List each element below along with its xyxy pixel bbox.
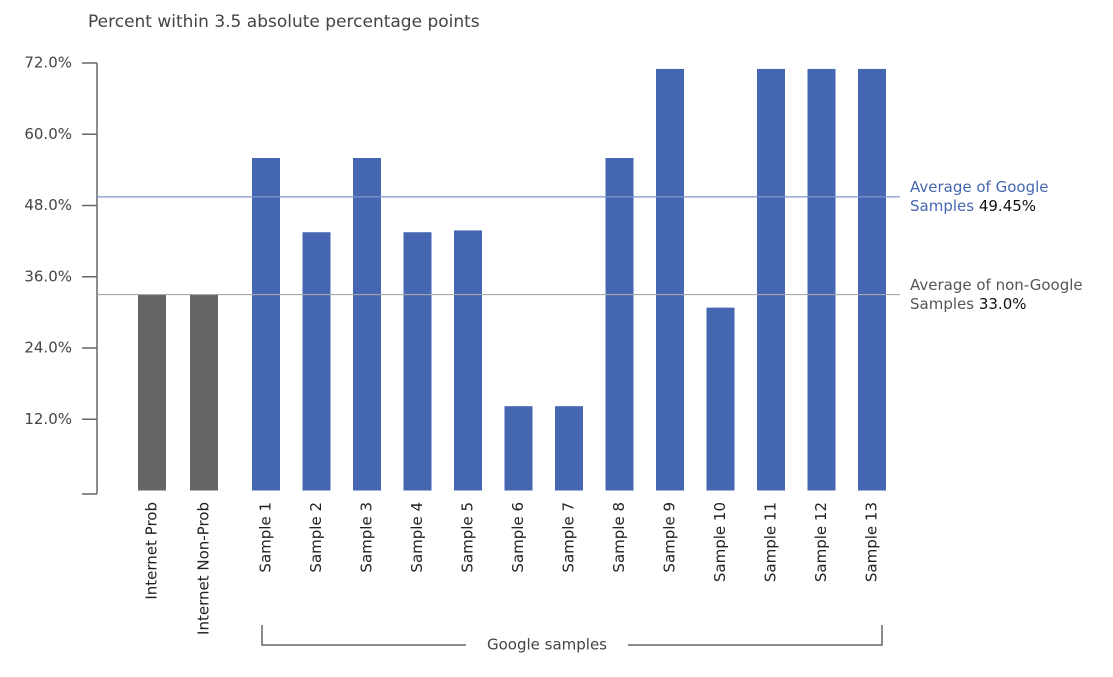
group-bracket <box>261 625 883 646</box>
y-tick-label: 36.0% <box>24 267 72 285</box>
x-tick-label: Sample 1 <box>257 502 275 573</box>
reference-label: Average of Google Samples 49.45% <box>910 178 1113 216</box>
reference-value: 33.0% <box>978 294 1027 313</box>
chart-title: Percent within 3.5 absolute percentage p… <box>88 12 480 32</box>
y-tick-label: 12.0% <box>24 410 72 428</box>
x-tick-label: Sample 10 <box>711 502 729 582</box>
x-tick-label: Sample 8 <box>610 502 628 573</box>
y-tick-label: 48.0% <box>24 196 72 214</box>
reference-name: Average of Google Samples <box>910 177 1049 215</box>
x-tick-label: Sample 4 <box>408 502 426 573</box>
bar <box>138 294 166 491</box>
x-tick-label: Sample 13 <box>863 502 881 582</box>
bar <box>807 68 836 491</box>
x-tick-label: Sample 9 <box>661 502 679 573</box>
x-tick-label: Sample 11 <box>762 502 780 582</box>
x-tick-label: Sample 5 <box>459 502 477 573</box>
bar <box>706 307 735 491</box>
reference-label: Average of non-Google Samples 33.0% <box>910 276 1113 314</box>
x-tick-label: Sample 7 <box>560 502 578 573</box>
bar <box>656 68 684 491</box>
bar <box>190 294 218 491</box>
group-label: Google samples <box>487 636 607 654</box>
bracket-right <box>628 625 883 646</box>
x-tick-label: Sample 2 <box>307 502 325 573</box>
x-tick-label: Sample 6 <box>509 502 527 573</box>
bar <box>302 232 331 491</box>
bar <box>403 232 432 491</box>
bar <box>858 68 886 491</box>
x-tick-label: Sample 12 <box>812 502 830 582</box>
y-tick-label: 72.0% <box>24 54 72 72</box>
y-tick-label: 24.0% <box>24 339 72 357</box>
bar <box>605 158 634 491</box>
y-tick-label: 60.0% <box>24 125 72 143</box>
bar <box>353 158 381 491</box>
x-tick-label: Sample 3 <box>358 502 376 573</box>
bar <box>757 68 785 491</box>
bar <box>504 406 533 491</box>
reference-value: 49.45% <box>978 196 1037 215</box>
bracket-left <box>261 625 466 646</box>
bar <box>252 158 280 491</box>
x-tick-label: Internet Prob <box>143 502 161 600</box>
x-tick-label: Internet Non-Prob <box>195 502 213 635</box>
reference-name: Average of non-Google Samples <box>910 275 1083 313</box>
bar <box>555 406 583 491</box>
bar <box>454 230 482 491</box>
